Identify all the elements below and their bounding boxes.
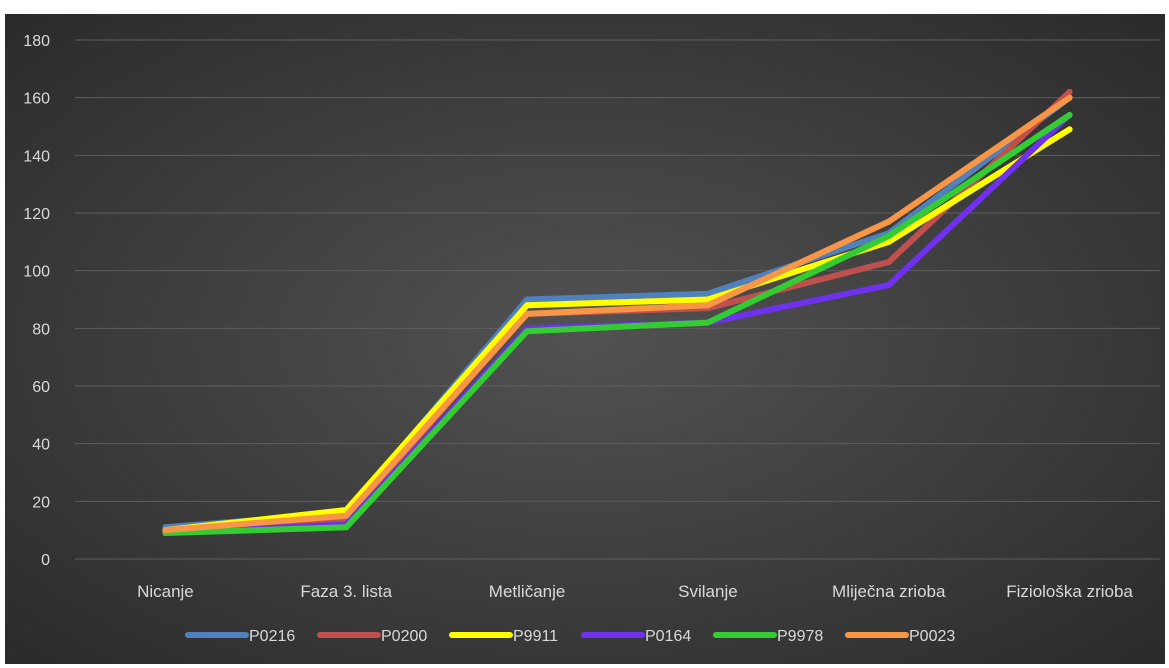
x-category-label: Nicanje <box>137 582 194 601</box>
legend-label: P9978 <box>777 628 823 645</box>
data-point <box>1066 94 1073 101</box>
plot-background <box>5 14 1165 664</box>
series-lines <box>162 88 1073 537</box>
y-tick-label: 160 <box>23 91 50 108</box>
legend-label: P0200 <box>381 628 427 645</box>
data-point <box>704 296 711 303</box>
legend-label: P0216 <box>249 628 295 645</box>
x-category-label: Metličanje <box>489 582 566 601</box>
x-category-label: Faza 3. lista <box>300 582 392 601</box>
data-point <box>524 328 531 335</box>
x-axis-categories: Nicanje Faza 3. lista Metličanje Svilanje Ml… <box>137 582 1133 601</box>
data-point <box>524 310 531 317</box>
y-tick-label: 20 <box>32 494 50 511</box>
data-point <box>1066 111 1073 118</box>
legend-label: P0164 <box>645 628 691 645</box>
data-point <box>343 512 350 519</box>
data-point <box>1066 126 1073 133</box>
series-line-p0023 <box>162 94 1073 534</box>
data-point <box>885 218 892 225</box>
data-point <box>1066 88 1073 95</box>
data-point <box>524 302 531 309</box>
y-tick-label: 140 <box>23 148 50 165</box>
legend: P0216 P0200 P9911 P0164 P9978 P0023 <box>185 628 955 645</box>
data-point <box>343 524 350 531</box>
data-point <box>885 238 892 245</box>
legend-label: P0023 <box>909 628 955 645</box>
y-tick-label: 0 <box>41 552 50 569</box>
data-point <box>885 259 892 266</box>
series-line-p9978 <box>162 111 1073 537</box>
gridlines <box>75 39 1160 560</box>
series-line-p9911 <box>162 126 1073 534</box>
y-tick-label: 60 <box>32 379 50 396</box>
data-point <box>704 319 711 326</box>
y-axis-ticks: 0 20 40 60 80 100 120 140 160 180 <box>23 33 50 569</box>
y-tick-label: 80 <box>32 321 50 338</box>
data-point <box>524 296 531 303</box>
data-point <box>704 290 711 297</box>
data-point <box>885 233 892 240</box>
legend-label: P9911 <box>513 628 558 645</box>
y-tick-label: 100 <box>23 264 50 281</box>
y-tick-label: 180 <box>23 33 50 50</box>
y-tick-label: 40 <box>32 437 50 454</box>
data-point <box>704 302 711 309</box>
x-category-label: Mliječna zrioba <box>832 582 946 601</box>
y-tick-label: 120 <box>23 206 50 223</box>
data-point <box>885 282 892 289</box>
data-point <box>162 527 169 534</box>
x-category-label: Svilanje <box>678 582 738 601</box>
x-category-label: Fiziološka zrioba <box>1006 582 1133 601</box>
